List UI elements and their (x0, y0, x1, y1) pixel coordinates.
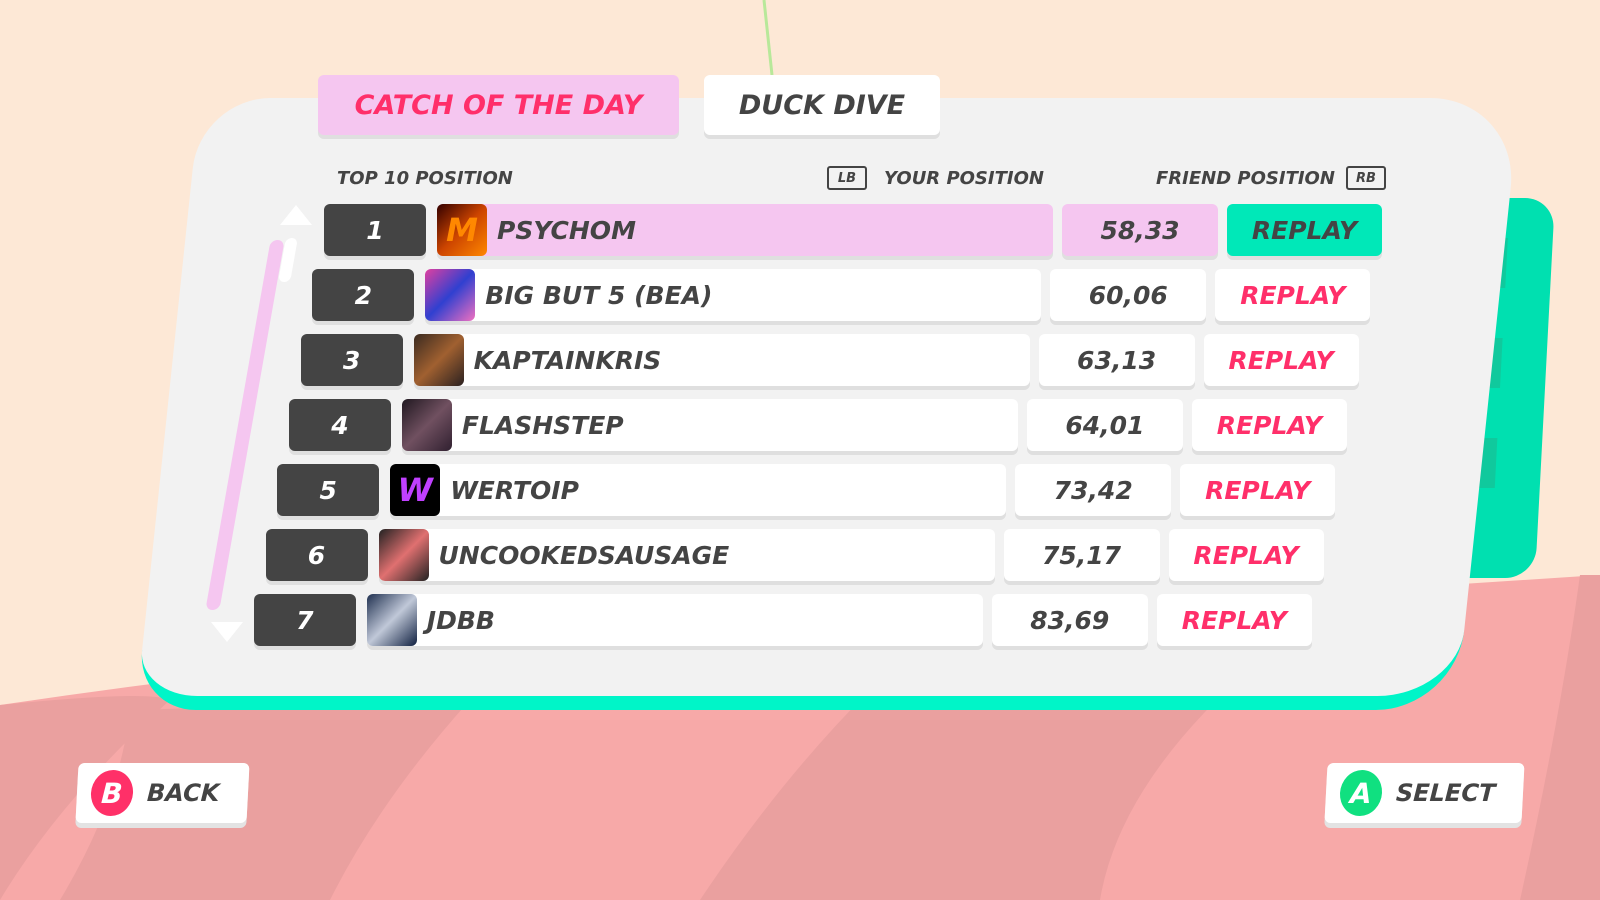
replay-button[interactable]: REPLAY (1227, 204, 1382, 256)
leaderboard-row[interactable]: 5 WERTOIP W 73,42 REPLAY (277, 464, 1337, 518)
replay-button[interactable]: REPLAY (1156, 594, 1312, 646)
rb-button-icon[interactable]: RB (1346, 166, 1386, 190)
player-name: UNCOOKEDSAUSAGE (378, 529, 995, 581)
back-button[interactable]: B BACK (75, 763, 250, 823)
player-avatar (366, 594, 417, 646)
tab-catch-of-the-day[interactable]: CATCH OF THE DAY (318, 75, 679, 135)
player-name: JDBB (366, 594, 983, 646)
leaderboard-row[interactable]: 4 FLASHSTEP 64,01 REPLAY (288, 399, 1349, 453)
rank-badge: 5 (277, 464, 380, 516)
player-name: KAPTAINKRIS (413, 334, 1030, 386)
leaderboard-row[interactable]: 7 JDBB 83,69 REPLAY (253, 594, 1314, 648)
leaderboard-row[interactable]: 2 BIG BUT 5 (BEA) 60,06 REPLAY (312, 269, 1372, 323)
player-name: WERTOIP (390, 464, 1007, 516)
b-button-icon: B (89, 770, 135, 816)
leaderboard-row[interactable]: 1 PSYCHOM M 58,33 REPLAY (324, 204, 1384, 258)
rank-badge: 7 (253, 594, 356, 646)
header-top10-position: TOP 10 POSITION (337, 168, 513, 189)
back-label: BACK (146, 779, 221, 807)
a-button-icon: A (1338, 770, 1384, 816)
avatar-glyph: W (397, 471, 433, 509)
score-value: 75,17 (1003, 529, 1160, 581)
scroll-up-arrow-icon[interactable] (280, 205, 312, 225)
avatar-glyph: M (446, 211, 478, 249)
score-value: 60,06 (1050, 269, 1207, 321)
replay-button[interactable]: REPLAY (1191, 399, 1347, 451)
scroll-down-arrow-icon[interactable] (211, 622, 243, 642)
rank-badge: 4 (288, 399, 391, 451)
player-avatar (378, 529, 429, 581)
header-friend-position[interactable]: FRIEND POSITION (1156, 168, 1335, 189)
player-avatar: W (390, 464, 441, 516)
player-avatar: M (437, 204, 487, 256)
score-value: 83,69 (991, 594, 1148, 646)
rank-badge: 3 (300, 334, 403, 386)
rank-badge: 6 (265, 529, 368, 581)
replay-button[interactable]: REPLAY (1168, 529, 1324, 581)
player-avatar (425, 269, 476, 321)
player-avatar (413, 334, 464, 386)
replay-button[interactable]: REPLAY (1203, 334, 1359, 386)
replay-button[interactable]: REPLAY (1215, 269, 1371, 321)
select-label: SELECT (1395, 779, 1497, 807)
score-value: 63,13 (1038, 334, 1195, 386)
player-avatar (401, 399, 452, 451)
rank-badge: 2 (312, 269, 415, 321)
score-value: 73,42 (1015, 464, 1172, 516)
player-name: PSYCHOM (437, 204, 1053, 256)
rank-badge: 1 (324, 204, 426, 256)
leaderboard-row[interactable]: 3 KAPTAINKRIS 63,13 REPLAY (300, 334, 1361, 388)
score-value: 58,33 (1062, 204, 1218, 256)
tab-duck-dive[interactable]: DUCK DIVE (704, 75, 940, 135)
player-name: BIG BUT 5 (BEA) (425, 269, 1042, 321)
replay-button[interactable]: REPLAY (1180, 464, 1336, 516)
lb-button-icon[interactable]: LB (827, 166, 867, 190)
player-name: FLASHSTEP (401, 399, 1018, 451)
leaderboard-row[interactable]: 6 UNCOOKEDSAUSAGE 75,17 REPLAY (265, 529, 1326, 583)
select-button[interactable]: A SELECT (1324, 763, 1525, 823)
header-your-position[interactable]: YOUR POSITION (884, 168, 1044, 189)
score-value: 64,01 (1026, 399, 1183, 451)
